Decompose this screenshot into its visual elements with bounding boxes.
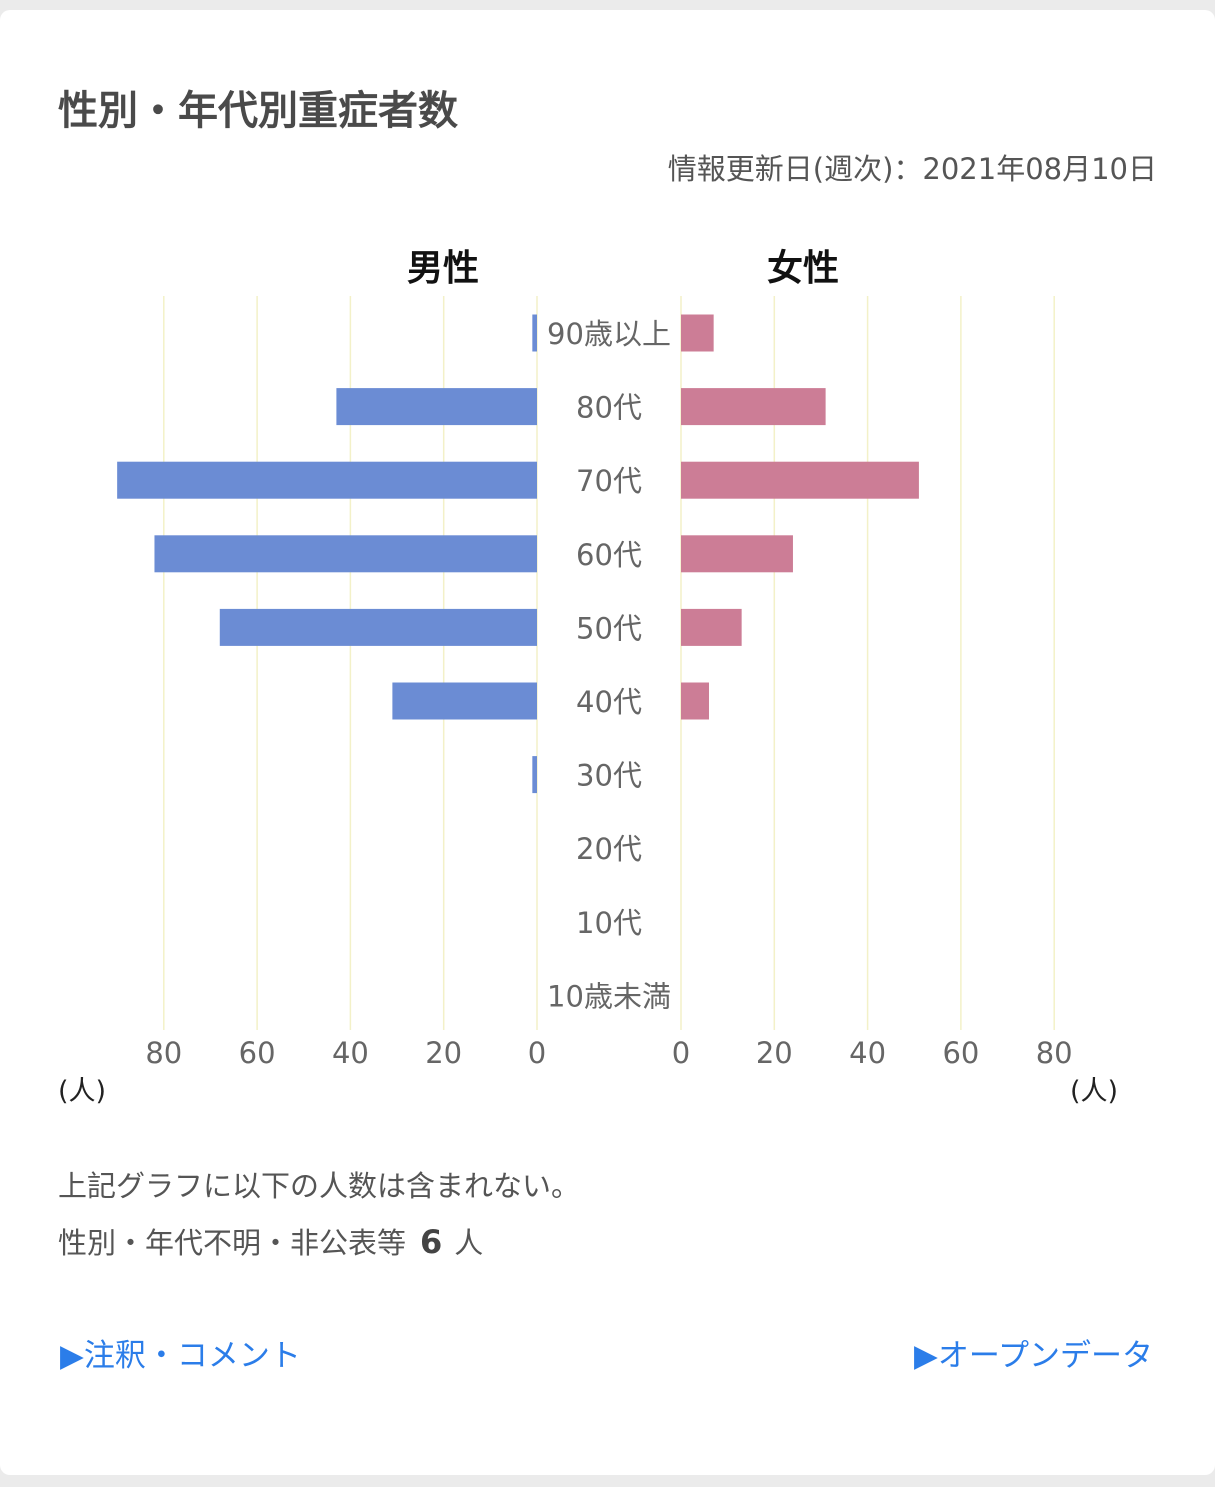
bar-male — [219, 608, 537, 646]
updated-date: 情報更新日(週次)：2021年08月10日 — [667, 152, 1157, 186]
page-title: 性別・年代別重症者数 — [58, 88, 458, 134]
bar-male — [117, 461, 538, 499]
category-label: 50代 — [576, 611, 642, 645]
bar-female — [681, 535, 793, 573]
pyramid-chart: 0 0 20 20 40 40 60 60 80 80 男性 女性 90歳以上 80代 70代 60代 50代 4… — [58, 248, 1118, 1107]
note-line-2: 性別・年代不明・非公表等 6 人 — [58, 1220, 483, 1262]
note-label: 性別・年代不明・非公表等 — [58, 1226, 407, 1260]
x-unit-left: (人) — [58, 1076, 106, 1107]
bar-male — [532, 756, 537, 794]
comments-link[interactable]: ▶注釈・コメント — [60, 1338, 301, 1374]
x-tick-male: 60 — [239, 1036, 276, 1070]
category-label: 10代 — [576, 906, 642, 940]
category-label: 10歳未満 — [547, 979, 671, 1013]
legend-female: 女性 — [767, 248, 839, 289]
x-tick-male: 80 — [145, 1036, 182, 1070]
bar-male — [532, 314, 537, 352]
bar-female — [681, 461, 919, 499]
chart-card — [0, 10, 1215, 1475]
x-tick-female: 60 — [942, 1036, 979, 1070]
bar-male — [336, 388, 537, 426]
open-data-link[interactable]: ▶オープンデータ — [914, 1338, 1153, 1374]
x-tick-male: 0 — [528, 1036, 546, 1070]
note-line-1: 上記グラフに以下の人数は含まれない。 — [58, 1169, 581, 1203]
category-label: 40代 — [576, 685, 642, 719]
x-tick-male: 40 — [332, 1036, 369, 1070]
category-label: 30代 — [576, 759, 642, 793]
x-tick-male: 20 — [425, 1036, 462, 1070]
category-label: 90歳以上 — [547, 317, 671, 351]
bar-male — [392, 682, 537, 720]
x-tick-female: 20 — [756, 1036, 793, 1070]
note-value: 6 — [420, 1223, 443, 1261]
bar-female — [681, 314, 714, 352]
category-label: 70代 — [576, 464, 642, 498]
bar-female — [681, 608, 742, 646]
bar-male — [154, 535, 537, 573]
x-tick-female: 40 — [849, 1036, 886, 1070]
note-unit: 人 — [454, 1226, 484, 1260]
bar-female — [681, 388, 826, 426]
x-unit-right: (人) — [1070, 1076, 1118, 1107]
category-label: 60代 — [576, 538, 642, 572]
category-label: 80代 — [576, 391, 642, 425]
bar-female — [681, 682, 709, 720]
legend-male: 男性 — [407, 248, 479, 289]
x-tick-female: 0 — [672, 1036, 690, 1070]
x-tick-female: 80 — [1036, 1036, 1073, 1070]
category-label: 20代 — [576, 832, 642, 866]
